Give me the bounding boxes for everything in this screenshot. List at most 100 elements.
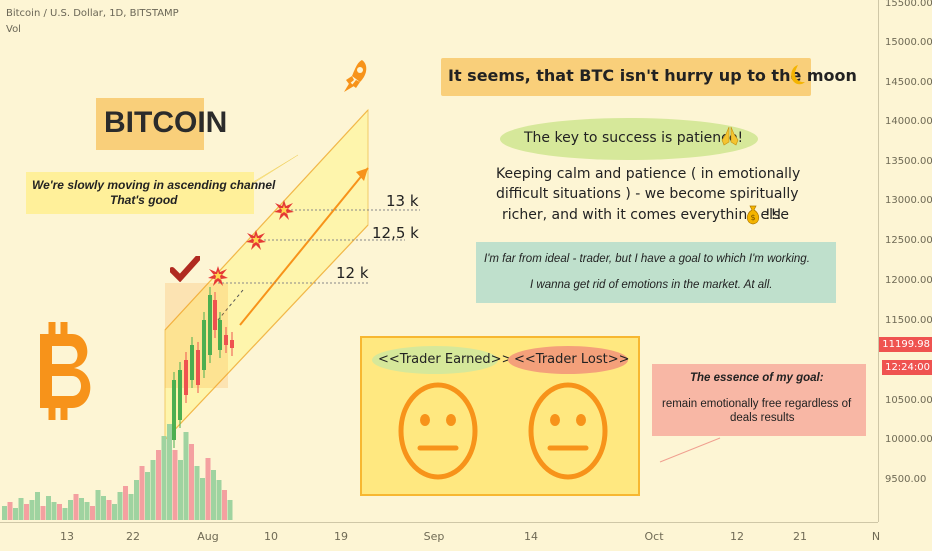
calm-suffix: !!! — [765, 207, 782, 223]
essence-connector — [659, 437, 721, 463]
time-tick: 14 — [524, 530, 538, 543]
volume-bar — [79, 498, 84, 520]
countdown-badge: 12:24:00 — [882, 360, 932, 375]
calm-line2: difficult situations ) - we become spiri… — [496, 186, 799, 202]
level-12k-label: 12 k — [336, 264, 369, 282]
price-tick: 15000.00 — [885, 37, 932, 48]
volume-bar — [2, 506, 7, 520]
volume-bar — [73, 494, 79, 520]
price-tick: 13500.00 — [885, 156, 932, 167]
time-tick: N — [871, 530, 881, 543]
calm-line1: Keeping calm and patience ( in emotional… — [496, 166, 801, 182]
channel-note-line2: That's good — [110, 193, 178, 207]
essence-line2: remain emotionally free regardless of — [662, 398, 852, 410]
volume-bar — [117, 492, 123, 520]
volume-bar — [18, 498, 24, 520]
volume-bar — [84, 502, 90, 520]
explosion-icon — [246, 230, 266, 250]
price-tick: 10000.00 — [885, 434, 932, 445]
chart-area[interactable]: Bitcoin / U.S. Dollar, 1D, BITSTAMP Vol … — [0, 0, 878, 522]
price-tick: 12000.00 — [885, 275, 932, 286]
price-tick: 13000.00 — [885, 195, 932, 206]
explosion-icon — [274, 200, 294, 220]
svg-text:$: $ — [750, 213, 755, 222]
essence-box — [652, 364, 866, 436]
bitcoin-label-box — [96, 98, 204, 150]
projection-arrow — [239, 167, 369, 326]
projection-dashed — [217, 289, 244, 321]
volume-bar — [68, 500, 73, 520]
price-tick: 11500.00 — [885, 315, 932, 326]
volume-bar — [161, 436, 167, 520]
chart-drawing — [2, 108, 721, 520]
time-tick: 10 — [264, 530, 278, 543]
level-125k-label: 12,5 k — [372, 224, 419, 242]
pray-icon — [720, 126, 740, 146]
candle — [213, 300, 217, 330]
price-tick: 12500.00 — [885, 235, 932, 246]
price-tick: 10500.00 — [885, 395, 932, 406]
volume-bar — [101, 496, 106, 520]
current-price-badge: 11199.98 — [879, 337, 932, 352]
volume-bar — [167, 424, 172, 520]
volume-bar — [62, 508, 68, 520]
title-text: It seems, that BTC isn't hurry up to the… — [448, 66, 857, 85]
time-tick: 13 — [60, 530, 74, 543]
time-tick: 12 — [730, 530, 744, 543]
money-bag-icon: $ — [744, 205, 762, 225]
explosion-icon — [208, 266, 228, 286]
volume-bar — [112, 504, 117, 520]
candle — [230, 340, 234, 348]
volume-bar — [46, 496, 51, 520]
projection-arrowhead — [356, 168, 368, 181]
level-13k-label: 13 k — [386, 192, 419, 210]
trader-lost-pill — [508, 346, 628, 374]
volume-bar — [156, 450, 161, 520]
price-axis[interactable]: 15500.00 15000.00 14500.00 14000.00 1350… — [878, 0, 932, 522]
channel-lower-line — [164, 224, 369, 441]
volume-bar — [211, 470, 216, 520]
time-tick: Oct — [644, 530, 664, 543]
volume-bar — [222, 490, 227, 520]
candle — [172, 380, 176, 440]
candle — [190, 345, 194, 380]
volume-bar — [51, 502, 57, 520]
trader-earned-label: <<Trader Earned>> — [378, 352, 513, 367]
checkmark-icon — [169, 255, 201, 283]
volume-bar — [90, 506, 95, 520]
rocket-icon — [338, 58, 372, 98]
volume-bar — [40, 506, 46, 520]
time-axis[interactable]: 13 22 Aug 10 19 Sep 14 Oct 12 21 N — [0, 522, 881, 551]
volume-bar — [13, 508, 18, 520]
volume-bar — [194, 466, 200, 520]
bitcoin-label: BITCOIN — [104, 106, 228, 139]
volume-bar — [35, 492, 40, 520]
volume-bar — [205, 458, 211, 520]
price-tick: 15500.00 — [885, 0, 932, 9]
volume-bar — [216, 480, 222, 520]
volume-bar — [24, 504, 29, 520]
goal-line2: I wanna get rid of emotions in the marke… — [530, 279, 773, 291]
channel-note-box — [26, 172, 254, 214]
volume-bar — [95, 490, 101, 520]
volume-bar — [227, 500, 233, 520]
volume-bar — [200, 478, 205, 520]
volume-bar — [183, 432, 189, 520]
volume-bar — [189, 444, 194, 520]
volume-bar — [139, 466, 145, 520]
candle — [224, 335, 228, 345]
bitcoin-logo-icon — [30, 318, 100, 424]
price-tick: 14000.00 — [885, 116, 932, 127]
goal-box — [476, 242, 836, 303]
symbol-label: Bitcoin / U.S. Dollar, 1D, BITSTAMP — [6, 8, 179, 19]
volume-bar — [145, 472, 150, 520]
volume-bar — [7, 502, 13, 520]
volume-bar — [178, 460, 183, 520]
title-box — [441, 58, 811, 96]
time-tick: Aug — [197, 530, 219, 543]
volume-label: Vol — [6, 24, 21, 35]
candles-group — [172, 287, 234, 448]
essence-line3: deals results — [730, 412, 795, 424]
patience-text: The key to success is patience! — [524, 130, 744, 146]
volume-bar — [57, 504, 62, 520]
